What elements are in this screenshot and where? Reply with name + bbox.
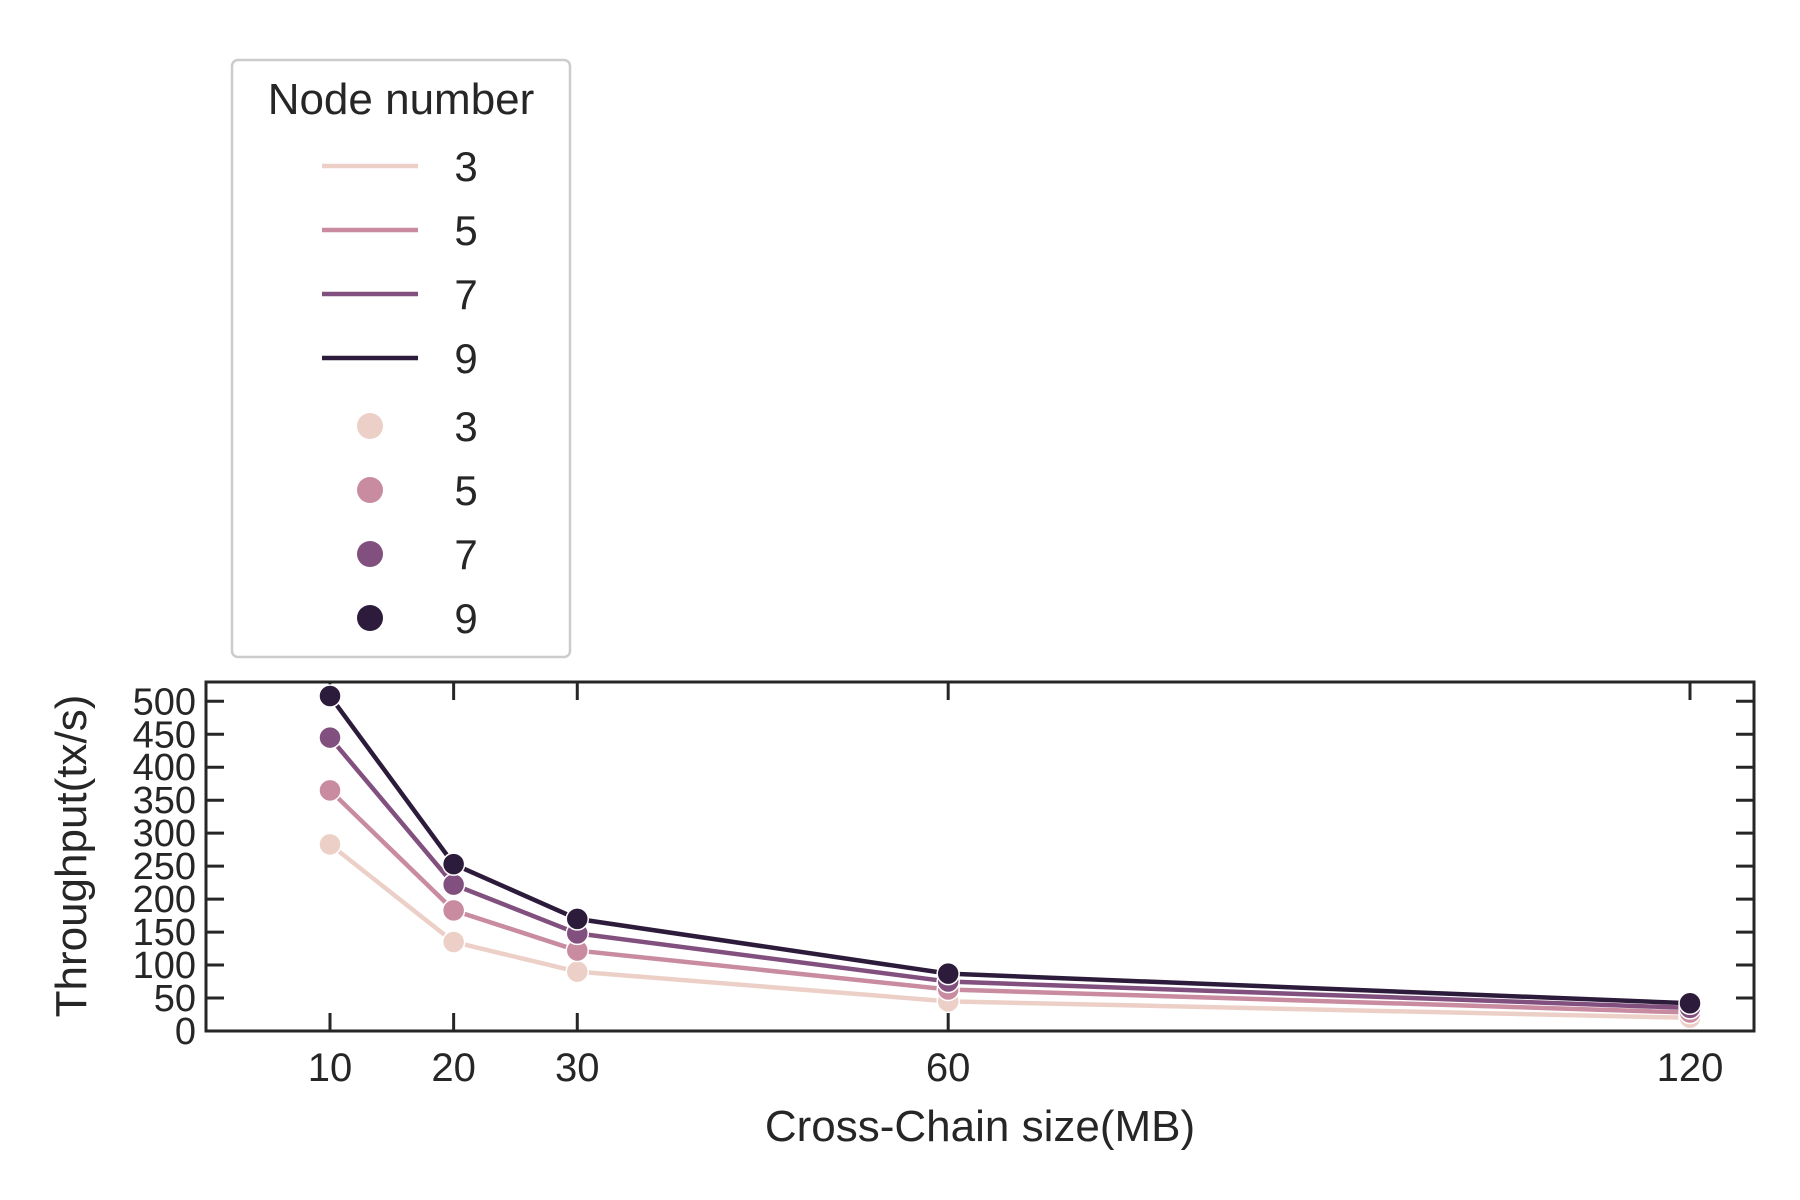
legend-line-label-3: 3 <box>454 143 477 190</box>
legend-marker-label-7: 7 <box>454 531 477 578</box>
plot-frame <box>204 680 1756 1033</box>
x-tick-label: 30 <box>555 1046 600 1090</box>
legend-line-label-7: 7 <box>454 271 477 318</box>
point-7-10 <box>318 725 342 750</box>
legend-marker-swatch-9 <box>357 605 383 631</box>
plot-area: 10 20 30 60 120 0501001502002503003504004505… <box>133 680 1756 1090</box>
x-axis-label: Cross-Chain size(MB) <box>765 1102 1195 1151</box>
y-tick-label: 300 <box>133 813 196 855</box>
legend-line-label-9: 9 <box>454 335 477 382</box>
y-tick-label: 0 <box>175 1011 196 1053</box>
series-line-7 <box>328 736 1691 1011</box>
y-axis-label: Throughput(tx/s) <box>47 695 96 1018</box>
y-tick-label: 200 <box>133 879 196 921</box>
legend-marker-label-3: 3 <box>454 403 477 450</box>
point-5-20 <box>441 898 466 923</box>
legend: Node number 3 5 7 9 3 5 7 9 <box>230 58 572 659</box>
y-tick-label: 350 <box>133 780 196 822</box>
y-tick-label: 250 <box>133 846 196 888</box>
point-3-30 <box>565 959 590 984</box>
series-line-9 <box>328 694 1691 1006</box>
legend-marker-label-5: 5 <box>454 467 477 514</box>
y-tick-label: 50 <box>154 978 196 1020</box>
x-axis: 10 20 30 60 120 <box>308 682 1724 1090</box>
x-tick-label: 10 <box>308 1046 353 1090</box>
x-tick-label: 60 <box>926 1046 971 1090</box>
legend-marker-swatch-7 <box>357 541 383 567</box>
point-5-10 <box>318 778 342 803</box>
x-tick-label: 20 <box>431 1046 476 1090</box>
point-9-30 <box>565 907 590 931</box>
point-9-60 <box>936 961 960 986</box>
legend-line-label-5: 5 <box>454 207 477 254</box>
legend-marker-swatch-3 <box>357 413 383 439</box>
legend-title: Node number <box>268 75 535 124</box>
legend-marker-label-9: 9 <box>454 595 477 642</box>
point-3-20 <box>441 930 466 954</box>
y-tick-label: 100 <box>133 945 196 987</box>
legend-marker-swatch-5 <box>357 477 383 503</box>
point-3-10 <box>318 832 342 857</box>
point-9-10 <box>318 684 342 708</box>
y-tick-label: 400 <box>133 747 196 789</box>
y-tick-label: 150 <box>133 912 196 954</box>
x-tick-label: 120 <box>1657 1046 1724 1090</box>
y-tick-label: 500 <box>133 681 196 723</box>
point-9-120 <box>1678 991 1702 1016</box>
y-tick-label: 450 <box>133 714 196 756</box>
point-9-20 <box>441 852 466 876</box>
point-7-20 <box>441 872 466 897</box>
